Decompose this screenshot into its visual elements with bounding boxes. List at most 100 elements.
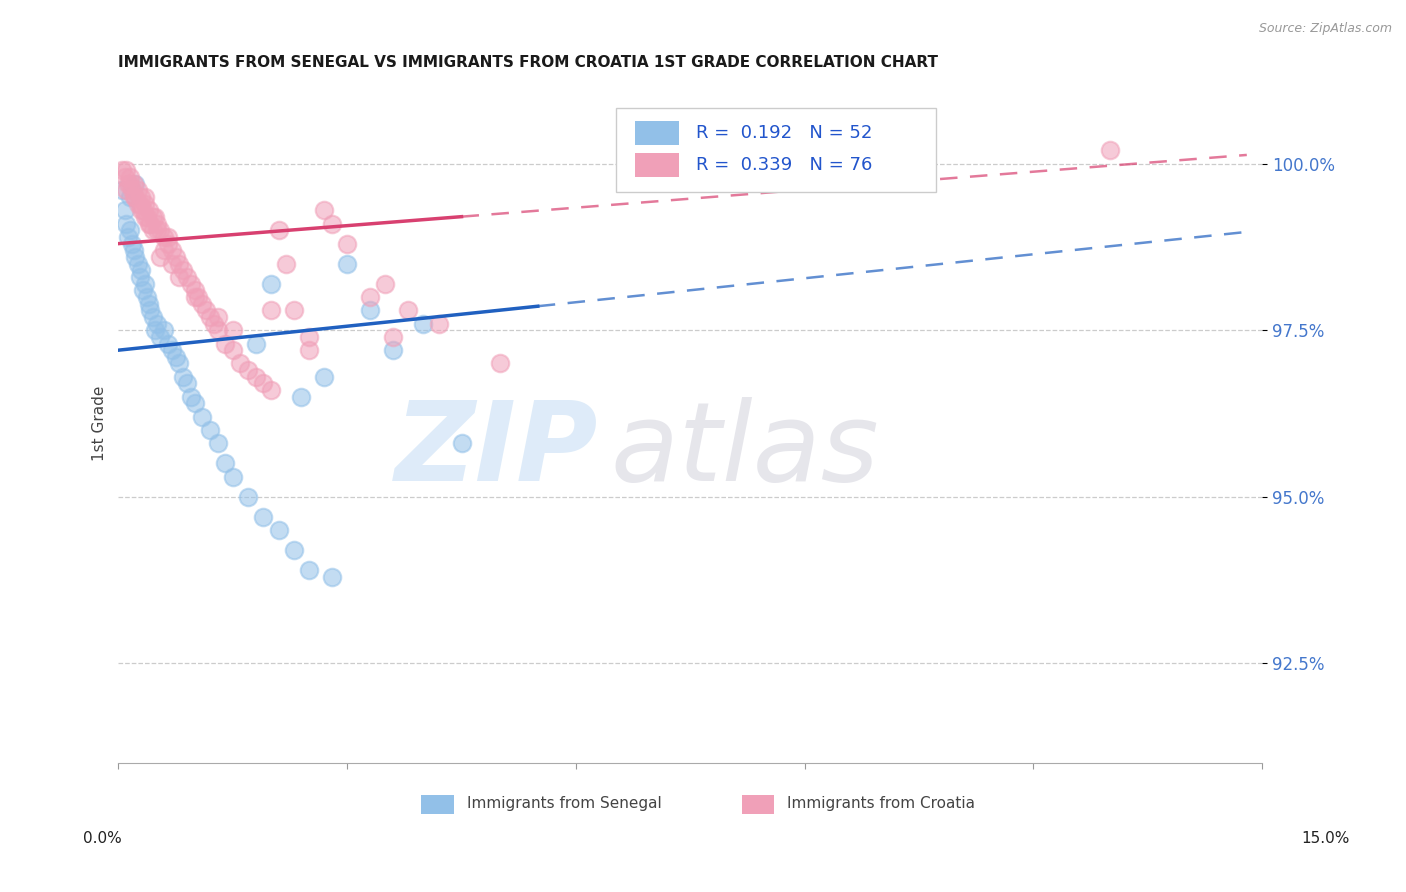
Point <box>156 230 179 244</box>
FancyBboxPatch shape <box>636 121 679 145</box>
Point <box>207 323 229 337</box>
Point <box>127 257 149 271</box>
Point <box>321 569 343 583</box>
Point <box>229 357 252 371</box>
Point <box>136 210 159 224</box>
Point <box>127 183 149 197</box>
Point <box>207 310 229 324</box>
Point <box>134 196 156 211</box>
Point <box>298 330 321 344</box>
Point <box>124 250 146 264</box>
Point <box>222 343 245 358</box>
Point <box>114 169 136 184</box>
Point <box>165 350 187 364</box>
Point <box>321 217 343 231</box>
Point <box>139 303 162 318</box>
Point <box>124 190 146 204</box>
Point <box>336 236 359 251</box>
Point <box>245 336 267 351</box>
FancyBboxPatch shape <box>422 795 454 814</box>
Y-axis label: 1st Grade: 1st Grade <box>93 385 107 461</box>
Point <box>127 196 149 211</box>
Point <box>252 376 274 391</box>
Point <box>172 369 194 384</box>
Point <box>267 223 290 237</box>
Point <box>191 296 214 310</box>
Point <box>427 317 450 331</box>
Point <box>134 277 156 291</box>
Point <box>131 263 153 277</box>
FancyBboxPatch shape <box>742 795 773 814</box>
Point <box>122 177 145 191</box>
Point <box>122 244 145 258</box>
Point <box>118 190 141 204</box>
Point <box>149 223 172 237</box>
Point <box>236 363 259 377</box>
Point <box>118 223 141 237</box>
Point <box>138 296 160 310</box>
Point <box>172 263 194 277</box>
Point <box>488 357 510 371</box>
Point <box>314 203 336 218</box>
Point <box>111 183 134 197</box>
Point <box>143 323 166 337</box>
Point <box>117 177 139 191</box>
Point <box>132 283 155 297</box>
Point <box>128 196 150 211</box>
Point <box>114 203 136 218</box>
Point <box>314 369 336 384</box>
Point <box>160 257 183 271</box>
Point <box>142 223 165 237</box>
Point <box>180 390 202 404</box>
Point <box>160 343 183 358</box>
Text: R =  0.339   N = 76: R = 0.339 N = 76 <box>696 155 872 174</box>
Point <box>115 217 138 231</box>
Point <box>136 290 159 304</box>
Point <box>260 277 283 291</box>
Point <box>198 423 221 437</box>
Point <box>1098 144 1121 158</box>
Point <box>142 310 165 324</box>
Point <box>260 303 283 318</box>
Point <box>183 396 205 410</box>
Point <box>260 383 283 397</box>
FancyBboxPatch shape <box>616 108 936 193</box>
Point <box>122 190 145 204</box>
Point <box>187 290 209 304</box>
Point <box>180 277 202 291</box>
Point <box>290 390 312 404</box>
Text: atlas: atlas <box>610 397 879 504</box>
Point <box>124 177 146 191</box>
Point <box>245 369 267 384</box>
Point <box>169 269 191 284</box>
Point <box>202 317 225 331</box>
Point <box>134 190 156 204</box>
Point <box>183 290 205 304</box>
Point <box>128 269 150 284</box>
Point <box>145 223 167 237</box>
Point <box>381 343 404 358</box>
Text: R =  0.192   N = 52: R = 0.192 N = 52 <box>696 124 872 142</box>
Point <box>145 217 167 231</box>
Point <box>183 283 205 297</box>
Point <box>115 163 138 178</box>
Point <box>207 436 229 450</box>
Point <box>153 244 176 258</box>
Point <box>118 169 141 184</box>
Point <box>222 469 245 483</box>
Point <box>132 203 155 218</box>
Point <box>359 290 381 304</box>
Point <box>134 210 156 224</box>
Point <box>298 343 321 358</box>
Point <box>374 277 396 291</box>
Point <box>138 203 160 218</box>
Point <box>252 509 274 524</box>
Text: Immigrants from Senegal: Immigrants from Senegal <box>467 797 662 812</box>
Point <box>156 236 179 251</box>
FancyBboxPatch shape <box>636 153 679 177</box>
Point <box>283 303 305 318</box>
Text: Source: ZipAtlas.com: Source: ZipAtlas.com <box>1258 22 1392 36</box>
Point <box>276 257 298 271</box>
Point <box>191 409 214 424</box>
Point <box>143 210 166 224</box>
